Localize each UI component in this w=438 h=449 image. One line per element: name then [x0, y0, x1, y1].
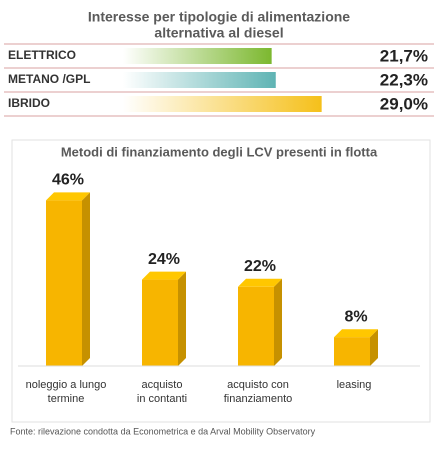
bar-front: [334, 337, 370, 366]
bar-side: [370, 329, 378, 366]
value-label: 22,3%: [380, 70, 428, 89]
bar: [123, 96, 322, 112]
bar-top: [238, 278, 282, 287]
x-tick-label: termine: [48, 393, 85, 405]
value-label: 8%: [344, 308, 367, 325]
chart-title: alternativa al diesel: [154, 25, 283, 41]
value-label: 21,7%: [380, 46, 428, 65]
bar: [334, 329, 378, 366]
bar-side: [178, 271, 186, 366]
x-tick-label: finanziamento: [224, 393, 293, 405]
bar: [46, 192, 90, 366]
bar-top: [46, 192, 90, 201]
source-note: Fonte: rilevazione condotta da Econometr…: [10, 426, 316, 436]
bar-front: [46, 200, 82, 366]
x-tick-label: leasing: [337, 379, 372, 391]
value-label: 29,0%: [380, 94, 428, 113]
row-label: METANO /GPL: [8, 72, 90, 86]
bar-top: [334, 329, 378, 338]
bar-side: [82, 192, 90, 366]
panel-border: [11, 139, 431, 423]
x-tick-label: in contanti: [137, 393, 187, 405]
x-tick-label: acquisto con: [227, 379, 289, 391]
x-tick-label: acquisto: [142, 379, 183, 391]
bar: [238, 278, 282, 366]
x-tick-label: noleggio a lungo: [26, 379, 107, 391]
value-label: 24%: [148, 251, 180, 268]
value-label: 46%: [52, 172, 84, 189]
bar-front: [142, 279, 178, 366]
row-label: ELETTRICO: [8, 48, 76, 62]
bar-top: [142, 271, 186, 280]
bar: [123, 72, 276, 88]
chart-title: Metodi di finanziamento degli LCV presen…: [61, 144, 378, 159]
bar: [142, 271, 186, 366]
bar-front: [238, 286, 274, 366]
value-label: 22%: [244, 258, 276, 275]
row-label: IBRIDO: [8, 96, 50, 110]
chart-title: Interesse per tipologie di alimentazione: [88, 9, 350, 25]
bar-side: [274, 278, 282, 366]
bar: [123, 48, 272, 64]
